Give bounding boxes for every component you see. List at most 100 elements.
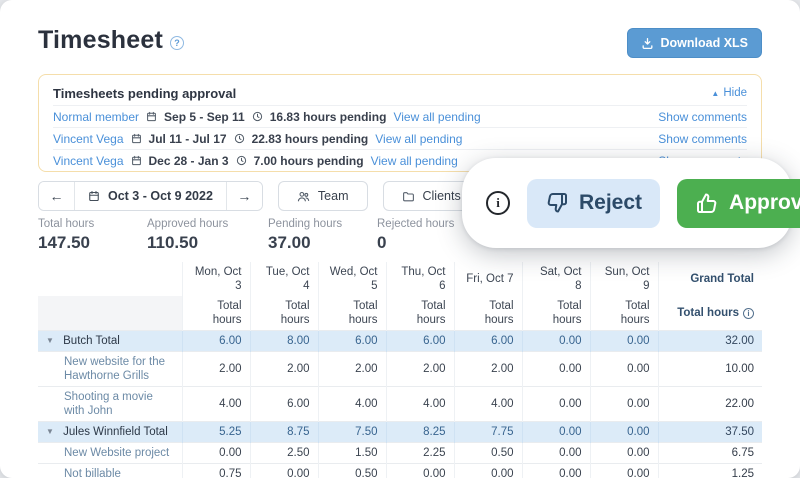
- day-header: Sat, Oct 8: [522, 262, 590, 296]
- collapse-caret-icon[interactable]: ▼: [46, 427, 54, 436]
- info-icon[interactable]: i: [743, 308, 754, 319]
- subheader-row: Total hoursTotal hoursTotal hoursTotal h…: [38, 296, 762, 331]
- hours-cell: 0.00: [590, 352, 658, 387]
- hours-cell: 2.00: [386, 352, 454, 387]
- total-hours-subheader: Total hours: [522, 296, 590, 331]
- day-header: Thu, Oct 6: [386, 262, 454, 296]
- view-all-pending-link[interactable]: View all pending: [393, 110, 480, 124]
- prev-week-button[interactable]: ←: [39, 182, 74, 210]
- clock-icon: [234, 133, 245, 144]
- hours-cell: 2.25: [386, 443, 454, 464]
- member-link[interactable]: Vincent Vega: [53, 132, 124, 146]
- day-header: Wed, Oct 5: [318, 262, 386, 296]
- team-icon: [297, 190, 310, 203]
- hours-cell: 7.50: [318, 422, 386, 443]
- row-label-cell: New website for the Hawthorne Grills: [38, 352, 182, 387]
- hours-cell: 2.00: [454, 352, 522, 387]
- task-link[interactable]: New Website project: [64, 447, 169, 459]
- grand-total-subheader: Total hoursi: [658, 296, 762, 331]
- hours-cell: 0.75: [182, 464, 250, 478]
- stat-pending-hours: Pending hours 37.00: [268, 218, 365, 253]
- next-week-button[interactable]: →: [227, 182, 262, 210]
- total-hours-subheader: Total hours: [386, 296, 454, 331]
- stat-value: 37.00: [268, 233, 365, 253]
- approve-button[interactable]: Approve: [677, 179, 800, 228]
- hours-cell: 8.25: [386, 422, 454, 443]
- hours-cell: 0.00: [522, 422, 590, 443]
- download-xls-button[interactable]: Download XLS: [627, 28, 763, 58]
- hours-cell: 8.75: [250, 422, 318, 443]
- task-link[interactable]: New website for the Hawthorne Grills: [64, 356, 165, 382]
- hours-cell: 0.00: [522, 331, 590, 352]
- member-link[interactable]: Normal member: [53, 110, 139, 124]
- stat-value: 147.50: [38, 233, 135, 253]
- info-icon[interactable]: i: [486, 191, 510, 215]
- timesheet-page: Timesheet ? Download XLS Timesheets pend…: [0, 0, 800, 478]
- hours-cell: 8.00: [250, 331, 318, 352]
- group-total-label: Jules Winnfield Total: [63, 426, 168, 438]
- show-comments-link[interactable]: Show comments: [658, 110, 747, 124]
- day-header: Sun, Oct 9: [590, 262, 658, 296]
- collapse-caret-icon[interactable]: ▼: [46, 336, 54, 345]
- task-link[interactable]: Not billable: [64, 468, 121, 478]
- grand-total-cell: 6.75: [658, 443, 762, 464]
- hours-cell: 0.00: [250, 464, 318, 478]
- table-row: New website for the Hawthorne Grills 2.0…: [38, 352, 762, 387]
- view-all-pending-link[interactable]: View all pending: [375, 132, 462, 146]
- filter-button-team[interactable]: Team: [278, 181, 368, 211]
- page-title: Timesheet: [38, 26, 163, 55]
- approve-label: Approve: [729, 191, 800, 215]
- clock-icon: [252, 111, 263, 122]
- total-hours-subheader: Total hours: [318, 296, 386, 331]
- grand-total-header: Grand Total: [658, 262, 762, 296]
- hours-cell: 2.00: [182, 352, 250, 387]
- grand-total-cell: 1.25: [658, 464, 762, 478]
- hours-cell: 4.00: [182, 387, 250, 422]
- stat-rejected-hours: Rejected hours 0: [377, 218, 474, 253]
- hours-cell: 0.00: [590, 387, 658, 422]
- hours-cell: 2.00: [250, 352, 318, 387]
- download-label: Download XLS: [661, 36, 749, 50]
- reject-button[interactable]: Reject: [527, 179, 660, 228]
- total-hours-subheader: Total hours: [590, 296, 658, 331]
- task-link[interactable]: Shooting a movie with John: [64, 391, 153, 417]
- row-label-cell: ▼ Jules Winnfield Total: [38, 422, 182, 443]
- grand-total-cell: 37.50: [658, 422, 762, 443]
- hours-cell: 6.00: [454, 331, 522, 352]
- date-range-button[interactable]: Oct 3 - Oct 9 2022: [74, 182, 227, 210]
- hours-cell: 0.00: [590, 464, 658, 478]
- stat-value: 0: [377, 233, 474, 253]
- empty-subheader-cell: [38, 296, 182, 331]
- row-label-cell: ▼ Butch Total: [38, 331, 182, 352]
- hours-cell: 6.00: [318, 331, 386, 352]
- hours-cell: 4.00: [386, 387, 454, 422]
- empty-header-cell: [38, 262, 182, 296]
- pending-row: Normal member Sep 5 - Sep 11 16.83 hours…: [53, 105, 747, 127]
- hide-link[interactable]: ▲ Hide: [711, 87, 747, 99]
- grand-total-cell: 10.00: [658, 352, 762, 387]
- member-link[interactable]: Vincent Vega: [53, 154, 124, 168]
- clients-folder-icon: [402, 190, 415, 203]
- stat-value: 110.50: [147, 233, 256, 253]
- page-header: Timesheet ? Download XLS: [38, 26, 762, 64]
- date-range-label: Oct 3 - Oct 9 2022: [108, 189, 213, 203]
- table-row: New Website project 0.002.501.502.250.50…: [38, 443, 762, 464]
- show-comments-link[interactable]: Show comments: [658, 132, 747, 146]
- pending-date-range: Dec 28 - Jan 3: [149, 154, 229, 168]
- hours-cell: 5.25: [182, 422, 250, 443]
- calendar-icon: [131, 133, 142, 144]
- hours-cell: 0.00: [522, 443, 590, 464]
- caret-up-icon: ▲: [711, 89, 719, 98]
- pending-date-range: Jul 11 - Jul 17: [149, 132, 227, 146]
- view-all-pending-link[interactable]: View all pending: [371, 154, 458, 168]
- stat-total-hours: Total hours 147.50: [38, 218, 135, 253]
- day-header: Mon, Oct 3: [182, 262, 250, 296]
- hours-cell: 2.00: [318, 352, 386, 387]
- stat-label: Total hours: [38, 218, 135, 230]
- table-row: ▼ Jules Winnfield Total 5.258.757.508.25…: [38, 422, 762, 443]
- group-total-label: Butch Total: [63, 335, 120, 347]
- help-icon[interactable]: ?: [170, 36, 184, 50]
- grand-total-cell: 32.00: [658, 331, 762, 352]
- pending-date-range: Sep 5 - Sep 11: [164, 110, 245, 124]
- row-label-cell: Not billable: [38, 464, 182, 478]
